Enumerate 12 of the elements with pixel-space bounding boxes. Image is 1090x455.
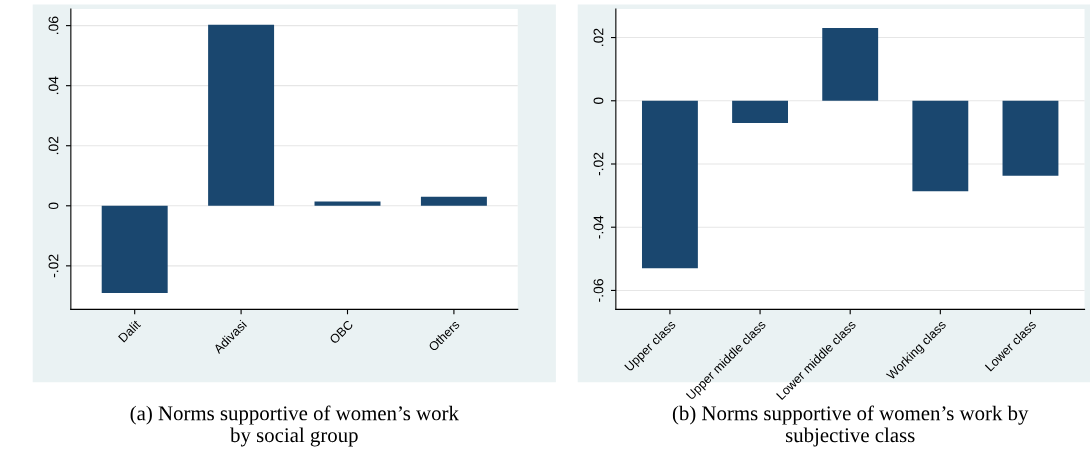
text: (b) Norms supportive of women’s work by subjective class [672, 405, 1029, 447]
y-tick-label: -.02 [593, 152, 604, 176]
y-tick-label: .02 [48, 136, 59, 155]
y-tick-label: 0 [593, 97, 604, 105]
y-tick-label: .04 [48, 76, 59, 95]
y-tick-label: -.02 [48, 254, 59, 278]
y-tick-label: -.04 [593, 215, 604, 239]
y-tick-label: .06 [48, 16, 59, 34]
text: (a) Norms supportive of women’s work by social group [130, 405, 459, 447]
y-tick-label: 0 [48, 202, 59, 210]
y-tick-label: -.06 [593, 279, 604, 302]
y-tick-label: .02 [593, 28, 604, 46]
